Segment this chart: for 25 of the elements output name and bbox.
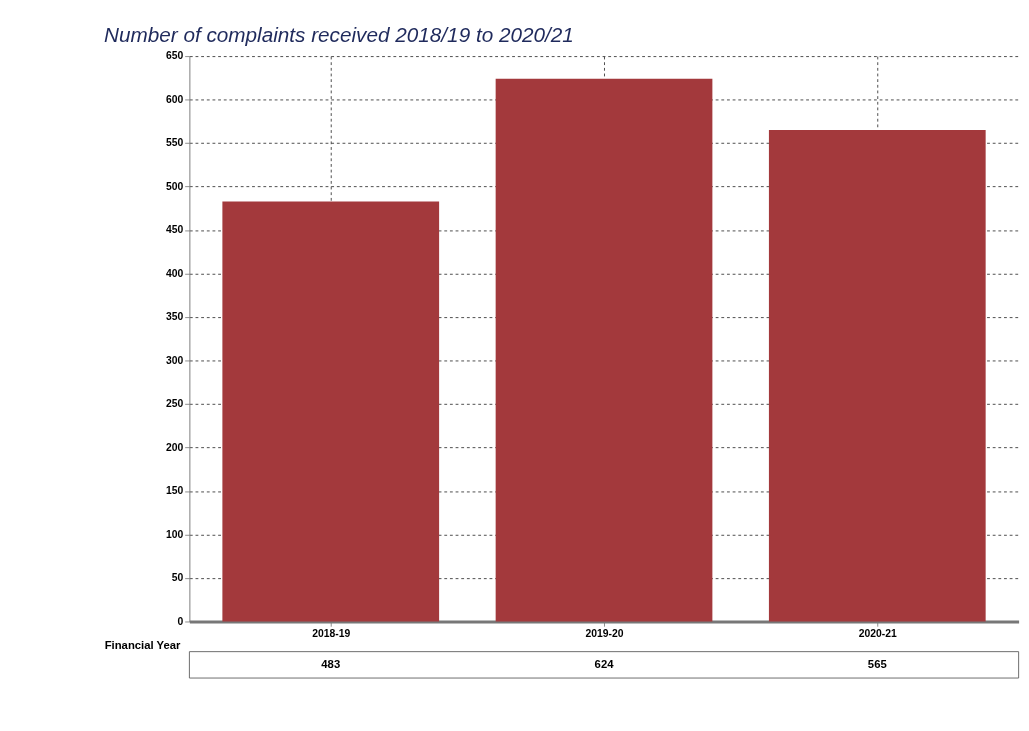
y-tick-label: 550 bbox=[165, 137, 184, 149]
chart-title: Number of complaints received 2018/19 to 2020/21 bbox=[103, 22, 574, 46]
x-axis-title: Financial Year bbox=[104, 639, 182, 652]
data-label: 565 bbox=[867, 657, 887, 670]
bar bbox=[768, 130, 986, 622]
y-tick-label: 300 bbox=[165, 354, 184, 366]
y-tick-label: 250 bbox=[165, 398, 184, 410]
y-tick-label: 0 bbox=[177, 615, 184, 627]
y-tick-label: 200 bbox=[165, 441, 184, 453]
data-label: 624 bbox=[594, 657, 615, 670]
y-tick-label: 100 bbox=[165, 528, 184, 540]
y-tick-label: 500 bbox=[165, 180, 184, 192]
data-label: 483 bbox=[321, 657, 341, 670]
y-tick-label: 450 bbox=[165, 224, 184, 236]
y-tick-label: 600 bbox=[165, 93, 184, 105]
x-tick-label: 2020-21 bbox=[858, 628, 897, 640]
x-tick-label: 2018-19 bbox=[312, 628, 351, 640]
bar bbox=[495, 78, 713, 622]
y-tick-label: 50 bbox=[171, 572, 184, 584]
y-tick-label: 400 bbox=[165, 267, 184, 279]
y-tick-label: 150 bbox=[165, 485, 184, 497]
y-tick-label: 350 bbox=[165, 311, 184, 323]
y-tick-label: 650 bbox=[165, 50, 184, 62]
x-tick-label: 2019-20 bbox=[585, 628, 624, 640]
bar bbox=[222, 201, 440, 622]
